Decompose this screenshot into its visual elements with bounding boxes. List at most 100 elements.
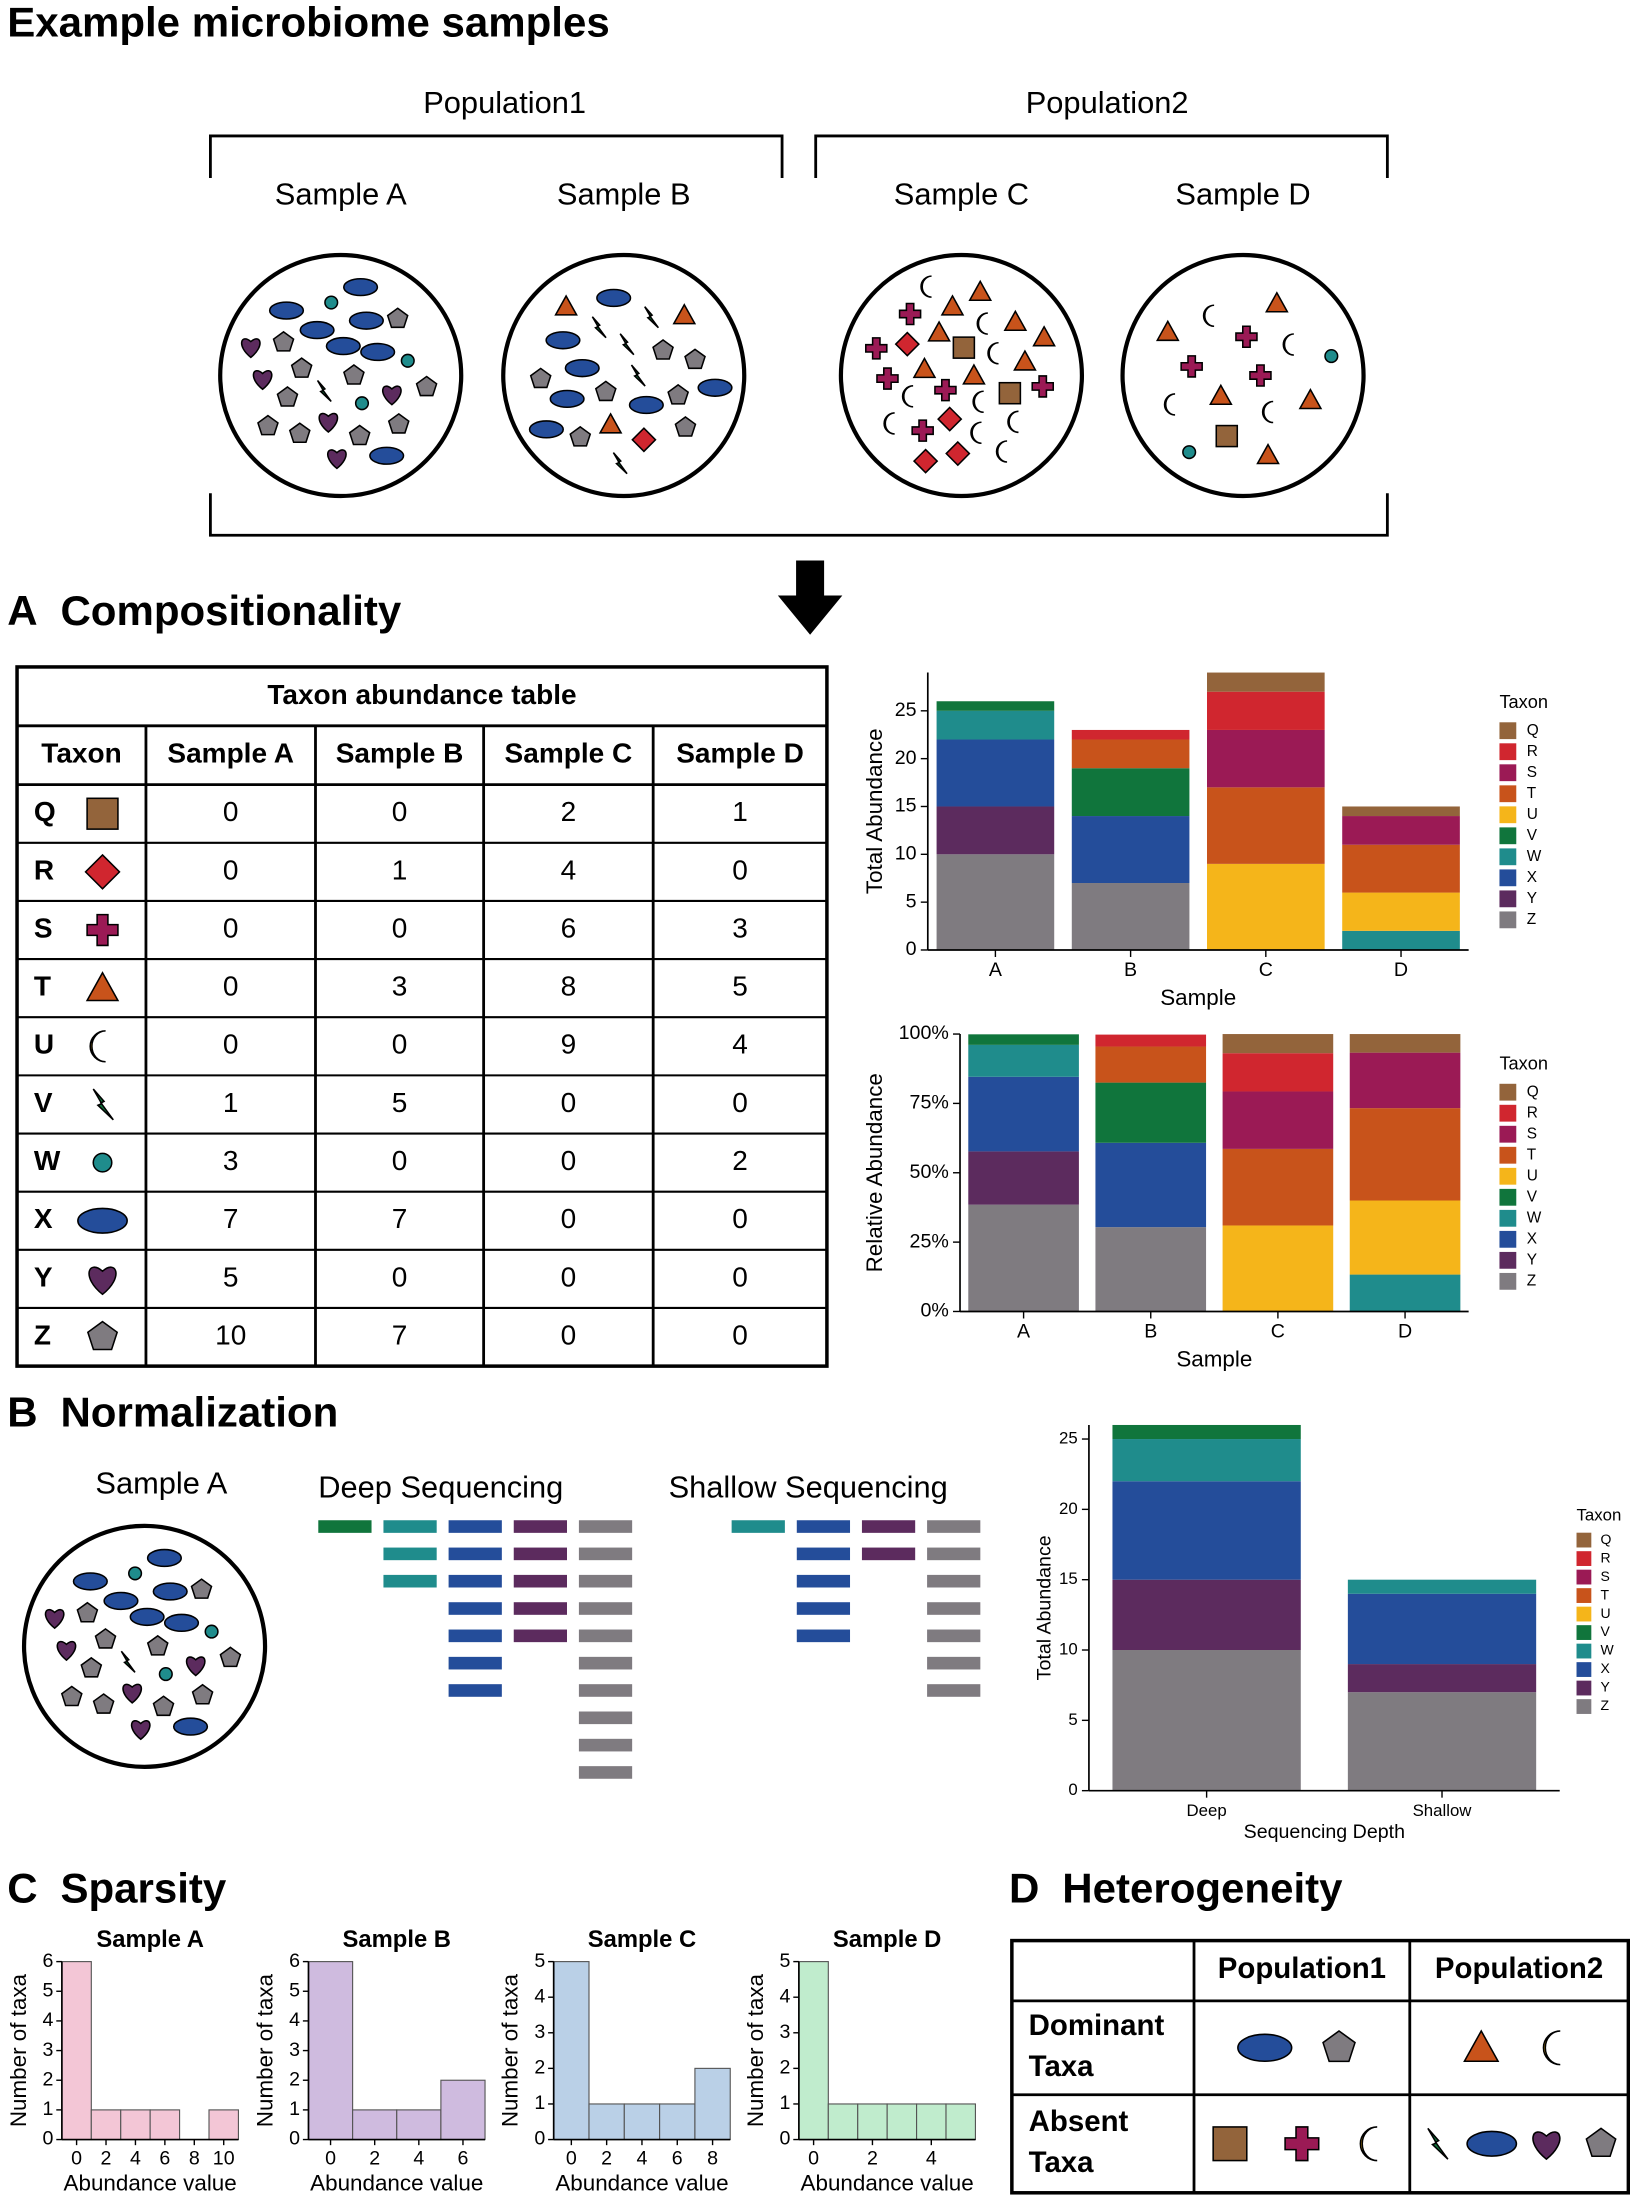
legend-swatch: [1499, 890, 1517, 908]
crescent: [1282, 333, 1294, 356]
taxon-group: [240, 338, 402, 470]
bolt: [619, 333, 635, 356]
table-cell: 7: [392, 1319, 408, 1350]
taxon-group: [44, 1608, 206, 1741]
taxon-icon: [72, 1572, 108, 1591]
bolt: [591, 316, 607, 339]
legend-label: T: [1527, 1146, 1537, 1163]
taxon-group: [1155, 291, 1323, 465]
table-cell: 5: [223, 1261, 239, 1292]
row-label: Dominant: [1029, 2009, 1165, 2042]
taxon-icon: [1013, 349, 1037, 371]
hist-bar: [61, 1961, 92, 2141]
read: [578, 1629, 633, 1643]
taxon-icon: [1265, 291, 1289, 313]
taxon-icon: [1466, 2130, 1518, 2157]
y-tick-label: 0%: [920, 1300, 948, 1322]
cross: [1235, 325, 1258, 349]
taxon-icon: [894, 331, 920, 357]
ellipse: [549, 389, 585, 409]
ellipse: [596, 288, 632, 308]
section-title: Normalization: [60, 1388, 338, 1435]
y-tick-label: 10: [1059, 1639, 1078, 1658]
taxon-icon: [1182, 445, 1197, 460]
pentagon: [386, 307, 409, 329]
taxon-icon: [1249, 364, 1272, 387]
taxon-icon: [1202, 304, 1215, 327]
table-cell: 0: [223, 1029, 239, 1060]
heart: [1532, 2131, 1561, 2161]
taxon-icon: [152, 1695, 175, 1717]
legend-swatch: [1499, 1188, 1517, 1206]
bar-segment: [1112, 1439, 1301, 1482]
pentagon: [257, 414, 279, 436]
cross: [1031, 375, 1055, 398]
taxon-icon: [89, 1030, 106, 1063]
legend-swatch: [1499, 911, 1517, 929]
taxon-letter: Z: [34, 1319, 51, 1350]
taxon-icon: [970, 421, 982, 445]
taxon-icon: [528, 420, 564, 439]
taxon-icon: [86, 797, 119, 830]
taxon-icon: [554, 294, 578, 316]
ellipse: [564, 358, 600, 378]
legend-label: X: [1527, 1230, 1537, 1247]
y-tick-label: 50%: [910, 1161, 949, 1183]
diamond: [937, 406, 963, 432]
bolt: [630, 364, 646, 387]
pentagon: [1585, 2127, 1617, 2157]
read-column: [861, 1520, 916, 1561]
pentagon: [569, 425, 592, 447]
x-axis-label: Sample: [1160, 985, 1236, 1010]
heart: [240, 338, 261, 359]
taxon-group: [120, 1650, 136, 1673]
ellipse: [129, 1607, 165, 1627]
table-cell: 0: [732, 1087, 748, 1118]
pentagon: [667, 383, 690, 405]
read: [448, 1547, 502, 1561]
hist-bar: [396, 2109, 442, 2141]
taxon-icon: [1282, 333, 1294, 356]
read: [318, 1520, 372, 1533]
taxon-icon: [976, 312, 988, 335]
table-cell: 0: [392, 1261, 408, 1292]
triangle: [554, 294, 578, 316]
x-tick-label: 6: [159, 2147, 170, 2169]
read-column: [927, 1520, 981, 1697]
table-cell: 3: [392, 971, 408, 1002]
y-axis-label: Relative Abundance: [862, 1073, 887, 1272]
taxon-icon: [348, 311, 384, 330]
sample-label: Sample A: [275, 176, 407, 211]
hist-title: Sample B: [343, 1926, 451, 1953]
y-tick-label: 0: [906, 938, 917, 960]
taxon-icon: [569, 425, 592, 447]
read: [927, 1684, 981, 1697]
table-header: Sample D: [676, 738, 804, 769]
table-cell: 0: [561, 1203, 577, 1234]
taxon-icon: [934, 378, 957, 402]
pentagon: [152, 1695, 175, 1717]
taxon-icon: [1284, 2126, 1320, 2162]
legend-swatch: [1499, 827, 1517, 845]
x-tick-label: A: [989, 959, 1003, 981]
x-tick-label: D: [1394, 959, 1408, 981]
bar-segment: [1207, 787, 1325, 864]
bar-segment: [1349, 1034, 1461, 1053]
y-tick-label: 5: [534, 1950, 545, 1972]
y-tick-label: 3: [780, 2021, 791, 2043]
bar-segment: [968, 1076, 1079, 1152]
x-tick-label: C: [1259, 959, 1273, 981]
bolt: [612, 452, 628, 475]
legend-label: V: [1527, 1188, 1538, 1205]
table-cell: 0: [732, 1261, 748, 1292]
table-cell: 4: [732, 1029, 748, 1060]
legend-swatch: [1499, 1251, 1517, 1269]
diamond: [894, 331, 920, 357]
taxon-icon: [998, 381, 1022, 405]
x-tick-label: 4: [413, 2147, 424, 2169]
taxon-group: [529, 339, 706, 447]
cross: [876, 367, 899, 390]
legend-label: Z: [1601, 1697, 1610, 1713]
hist-bar: [352, 2109, 398, 2141]
read: [861, 1520, 916, 1533]
